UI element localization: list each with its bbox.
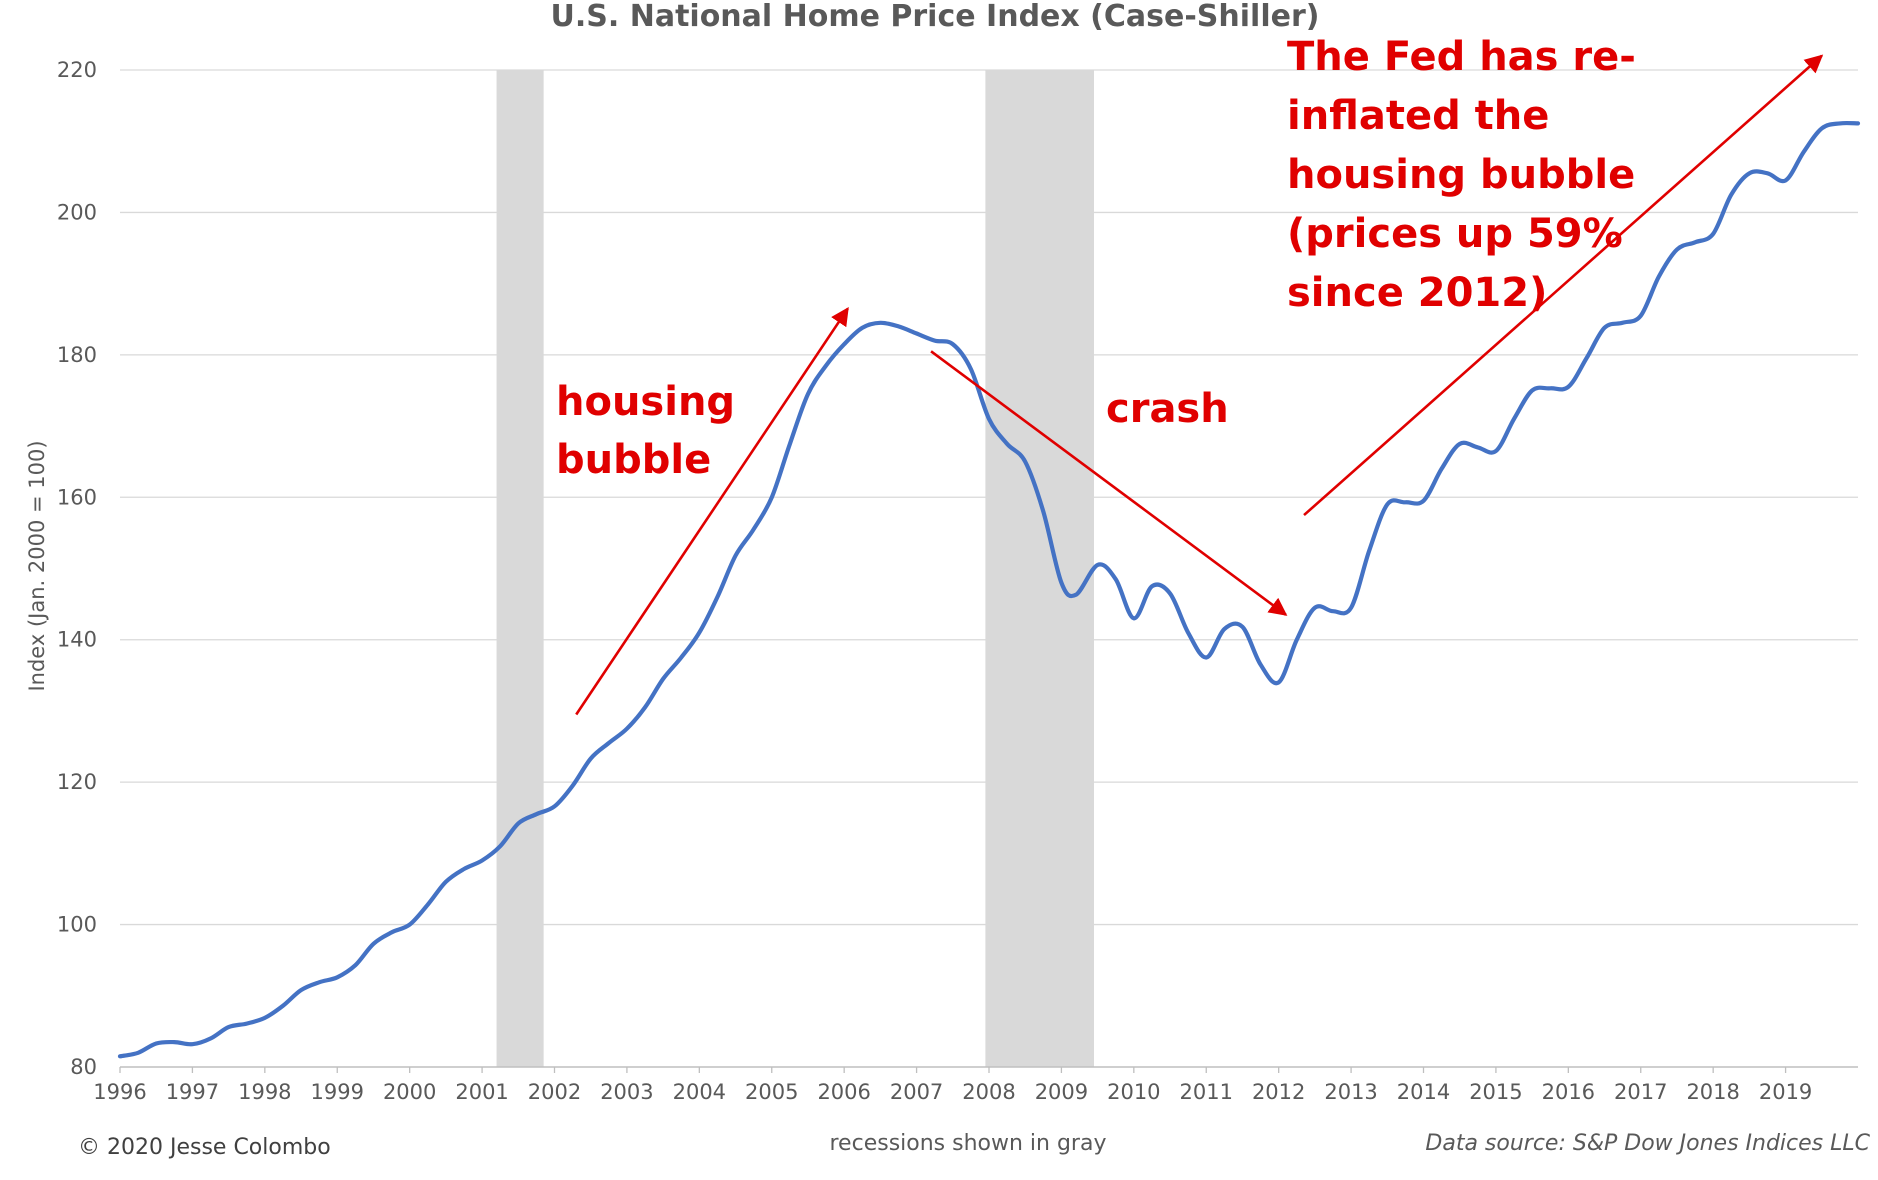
x-tick-label-2013: 2013 [1324, 1080, 1377, 1104]
footer-data-source: Data source: S&P Dow Jones Indices LLC [1425, 1131, 1870, 1156]
gridlines [120, 69, 1858, 926]
x-tick-label-1997: 1997 [166, 1080, 219, 1104]
annotation-arrows [575, 54, 1824, 716]
x-tick-label-2011: 2011 [1180, 1080, 1233, 1104]
annotation-housing-bubble-line-0: housing [556, 379, 735, 425]
x-tick-label-2001: 2001 [455, 1080, 508, 1104]
footer-recession-note: recessions shown in gray [830, 1131, 1107, 1156]
x-tick-label-2007: 2007 [890, 1080, 943, 1104]
x-tick-label-2017: 2017 [1614, 1080, 1667, 1104]
y-tick-label-100: 100 [57, 913, 97, 937]
series-line-home-price-index [117, 120, 1861, 1059]
x-tick-label-2002: 2002 [528, 1080, 581, 1104]
annotation-fed-reinflated-line-2: housing bubble [1287, 152, 1635, 198]
x-tick-label-2000: 2000 [383, 1080, 436, 1104]
annotation-fed-reinflated: The Fed has re-inflated the housing bubbl… [1287, 34, 1636, 316]
annotations: housing bubble crash The Fed has re-inflate… [556, 34, 1636, 483]
y-tick-label-140: 140 [57, 628, 97, 652]
x-tick-label-2003: 2003 [600, 1080, 653, 1104]
y-axis-label: Index (Jan. 2000 = 100) [25, 440, 49, 691]
annotation-crash-line-0: crash [1106, 386, 1229, 432]
series-layer [117, 120, 1861, 1059]
x-tick-label-2005: 2005 [745, 1080, 798, 1104]
x-tick-label-2012: 2012 [1252, 1080, 1305, 1104]
footer-copyright: © 2020 Jesse Colombo [78, 1135, 331, 1160]
annotation-fed-reinflated-line-0: The Fed has re- [1287, 34, 1636, 80]
x-tick-label-2014: 2014 [1397, 1080, 1450, 1104]
y-tick-label-200: 200 [57, 200, 97, 224]
x-axis-ticks: 1996 1997 1998 1999 2000 2001 2002 2003 2004 2005… [93, 1067, 1812, 1104]
recession-band-0 [496, 70, 544, 1067]
x-tick-label-2010: 2010 [1107, 1080, 1160, 1104]
annotation-fed-reinflated-line-3: (prices up 59% [1287, 211, 1623, 257]
recession-bands [496, 70, 1095, 1067]
chart-title: U.S. National Home Price Index (Case-Shi… [551, 0, 1320, 34]
x-tick-label-2006: 2006 [817, 1080, 870, 1104]
annotation-fed-reinflated-line-4: since 2012) [1287, 270, 1547, 316]
y-tick-label-80: 80 [70, 1055, 97, 1079]
arrow-crash [930, 350, 1288, 616]
annotation-housing-bubble-line-1: bubble [556, 437, 711, 483]
annotation-crash: crash [1106, 386, 1229, 432]
arrow-housing-bubble [575, 307, 849, 716]
x-tick-label-2009: 2009 [1035, 1080, 1088, 1104]
y-tick-label-160: 160 [57, 485, 97, 509]
recession-band-1 [985, 70, 1095, 1067]
x-tick-label-2016: 2016 [1542, 1080, 1595, 1104]
y-axis-ticks: 80 100 120 140 160 180 200 220 [57, 58, 97, 1079]
y-tick-label-180: 180 [57, 343, 97, 367]
x-tick-label-2015: 2015 [1469, 1080, 1522, 1104]
y-tick-label-120: 120 [57, 770, 97, 794]
x-tick-label-2008: 2008 [962, 1080, 1015, 1104]
annotation-housing-bubble: housing bubble [556, 379, 735, 483]
y-tick-label-220: 220 [57, 58, 97, 82]
x-tick-label-2018: 2018 [1686, 1080, 1739, 1104]
x-tick-label-2019: 2019 [1759, 1080, 1812, 1104]
x-tick-label-1996: 1996 [93, 1080, 146, 1104]
x-tick-label-2004: 2004 [673, 1080, 726, 1104]
annotation-fed-reinflated-line-1: inflated the [1287, 93, 1549, 139]
x-tick-label-1999: 1999 [311, 1080, 364, 1104]
arrow-reinflation [1303, 54, 1824, 517]
x-tick-label-1998: 1998 [238, 1080, 291, 1104]
